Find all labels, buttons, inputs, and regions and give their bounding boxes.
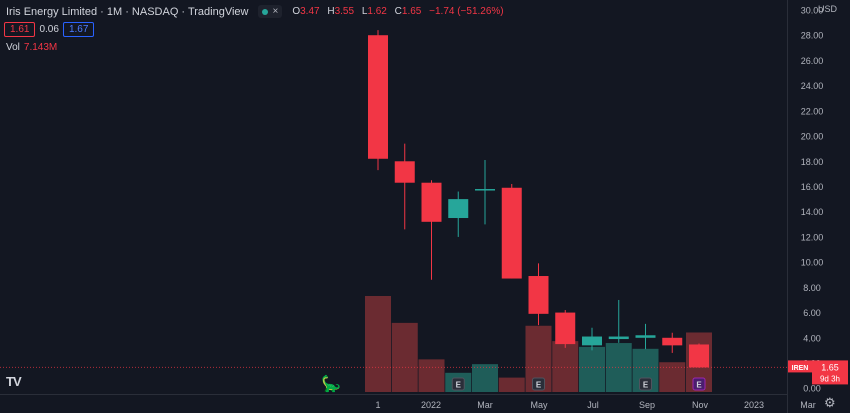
y-tick-label: 24.00 — [801, 81, 824, 91]
x-tick-label: 2022 — [421, 400, 441, 410]
currency-selector[interactable]: USD — [818, 4, 838, 14]
spread-value: 0.06 — [39, 24, 59, 35]
ticker-symbol-badge — [788, 360, 812, 373]
earnings-marker-icon — [532, 377, 545, 391]
y-tick-label: 6.00 — [803, 308, 821, 318]
settings-gear-icon[interactable]: ⚙ — [824, 395, 836, 410]
volume-value: 7.143M — [23, 42, 58, 53]
y-tick-label: 20.00 — [801, 132, 824, 142]
candle-body — [501, 187, 522, 279]
x-tick-label: Sep — [639, 400, 655, 410]
status-pill[interactable]: × — [258, 5, 283, 18]
high-value: 3.55 — [334, 6, 355, 17]
close-value: 1.65 — [401, 6, 422, 17]
volume-bar — [659, 362, 686, 392]
candle-body — [394, 161, 415, 183]
volume-bar — [365, 296, 391, 392]
candle-body — [555, 312, 576, 345]
candle-body — [582, 336, 602, 346]
close-icon[interactable]: × — [272, 6, 279, 17]
y-tick-label: 14.00 — [801, 207, 824, 217]
symbol-title[interactable]: Iris Energy Limited · 1M · NASDAQ · Trad… — [6, 5, 249, 18]
earnings-marker-icon — [451, 377, 465, 391]
volume-bar — [472, 364, 498, 392]
earnings-marker-label: E — [643, 381, 649, 390]
y-tick-label: 30.00 — [801, 6, 824, 16]
y-tick-label: 4.00 — [803, 333, 821, 343]
y-tick-label: 16.00 — [801, 182, 824, 192]
open-label: O — [292, 6, 301, 17]
chart-header: Iris Energy Limited · 1M · NASDAQ · Trad… — [6, 5, 509, 18]
volume-bar — [552, 341, 579, 392]
buy-price-button[interactable]: 1.67 — [62, 22, 95, 37]
x-tick-label: 2023 — [744, 400, 764, 410]
price-boxes: 1.61 0.06 1.67 — [4, 22, 95, 37]
earnings-marker-icon — [639, 377, 652, 391]
close-label: C — [394, 6, 402, 17]
candle-body — [608, 336, 629, 340]
candle-body — [635, 335, 656, 338]
candle-body — [448, 199, 469, 219]
y-tick-label: 10.00 — [801, 258, 824, 268]
volume-bar — [498, 377, 525, 392]
earnings-marker-label: E — [696, 381, 702, 390]
y-tick-label: 12.00 — [801, 232, 824, 242]
volume-bar — [391, 322, 418, 392]
y-tick-label: 22.00 — [801, 106, 824, 116]
low-label: L — [361, 6, 368, 17]
y-tick-label: 8.00 — [803, 283, 821, 293]
earnings-marker-label: E — [456, 381, 462, 390]
sell-price-button[interactable]: 1.61 — [4, 22, 36, 37]
earnings-marker-label: E — [536, 381, 542, 390]
candle-body — [528, 276, 549, 314]
y-tick-label: 0.00 — [803, 384, 821, 394]
x-tick-label: Jul — [587, 400, 599, 410]
x-tick-label: 1 — [375, 400, 380, 410]
candle-body — [421, 182, 442, 222]
high-label: H — [327, 6, 335, 17]
volume-bar — [418, 359, 445, 392]
last-price-text: 1.65 — [821, 362, 839, 372]
low-value: 1.62 — [367, 6, 387, 17]
status-dot-icon — [262, 8, 269, 15]
candle-body — [662, 337, 683, 346]
x-tick-label: Mar — [800, 400, 816, 410]
candle-body — [475, 189, 495, 191]
countdown-text: 9d 3h — [820, 374, 840, 383]
x-tick-label: May — [530, 400, 548, 410]
change-value: −1.74 (−51.26%) — [429, 6, 504, 17]
x-tick-label: Mar — [477, 400, 493, 410]
x-tick-label: Nov — [692, 400, 709, 410]
tradingview-logo-icon: TV — [6, 374, 22, 389]
y-tick-label: 28.00 — [801, 31, 824, 41]
ticker-symbol-text: IREN — [792, 365, 809, 372]
candle-body — [368, 35, 388, 159]
volume-label: Vol — [6, 42, 20, 53]
earnings-marker-icon — [692, 377, 706, 391]
open-value: 3.47 — [300, 6, 320, 17]
volume-legend[interactable]: Vol 7.143M — [6, 42, 57, 53]
volume-bar — [579, 346, 605, 392]
y-tick-label: 18.00 — [801, 157, 824, 167]
y-tick-label: 26.00 — [801, 56, 824, 66]
dinosaur-icon[interactable]: 🦕 — [321, 376, 341, 393]
ohlc-readout: O3.47 H3.55 L1.62 C1.65 −1.74 (−51.26%) — [292, 6, 508, 17]
last-price-badge — [812, 360, 848, 385]
candle-body — [689, 344, 709, 368]
